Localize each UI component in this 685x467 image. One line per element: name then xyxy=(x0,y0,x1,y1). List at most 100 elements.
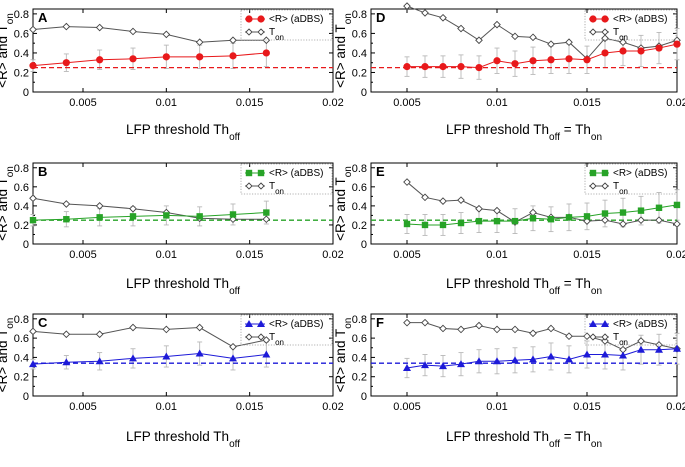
ton-point xyxy=(95,23,104,32)
ton-point xyxy=(583,332,591,341)
r-point xyxy=(29,62,37,70)
y-tick-label-text: 0.2 xyxy=(352,67,367,79)
x-axis-label-sub: off xyxy=(549,286,560,297)
ton-point xyxy=(475,321,483,330)
x-tick-label-text: 0.02 xyxy=(322,97,343,109)
y-tick-label: 0.8 xyxy=(14,9,29,21)
x-tick-label: 0.005 xyxy=(69,401,97,413)
ton-point xyxy=(655,216,663,225)
ton-point xyxy=(565,332,573,341)
legend-ton-marker xyxy=(589,182,597,190)
y-tick-label-text: 0.4 xyxy=(352,48,367,60)
legend-ton-sub: on xyxy=(275,33,284,42)
x-tick-label: 0.005 xyxy=(69,97,97,109)
legend-r-marker xyxy=(245,320,253,327)
legend-ton-marker xyxy=(589,28,597,36)
x-tick-label-text: 0.02 xyxy=(666,249,685,261)
x-tick-label-text: 0.015 xyxy=(236,97,264,109)
y-axis-label: <R> and Ton xyxy=(0,13,16,88)
plot-frame xyxy=(32,313,334,397)
y-tick-label-text: 0 xyxy=(361,239,367,251)
y-axis-label: <R> and Ton xyxy=(333,166,354,241)
r-point xyxy=(262,49,270,57)
ton-point xyxy=(637,216,645,225)
x-tick-label-text: 0.01 xyxy=(156,249,177,261)
ton-point xyxy=(673,220,681,228)
y-axis-label: <R> and Ton xyxy=(0,166,16,241)
r-point xyxy=(162,53,170,61)
ton-point xyxy=(529,329,537,338)
legend-r-text: <R> (aDBS) xyxy=(269,14,323,25)
ton-point xyxy=(547,40,555,48)
x-axis-label-sub: off xyxy=(549,132,560,143)
x-tick-label: 0.01 xyxy=(156,97,177,109)
y-tick-label: 0.4 xyxy=(352,201,367,213)
ton-point xyxy=(529,33,537,42)
legend-r-label: <R> (aDBS) xyxy=(613,168,667,179)
y-tick-label-text: 0.8 xyxy=(352,314,367,326)
ton-point xyxy=(29,194,37,203)
panel-label-text: F xyxy=(376,315,384,330)
legend-r-marker xyxy=(245,15,253,23)
x-tick-label-text: 0.02 xyxy=(322,401,343,413)
ton-point xyxy=(637,337,645,345)
x-tick-label: 0.01 xyxy=(486,249,507,261)
ton-point xyxy=(619,38,627,47)
r-point xyxy=(601,49,609,57)
r-point xyxy=(457,63,465,71)
panel-F: 0.005 0.01 0.015 0.02 0 0.2 0.4 0.6 0.8 F <R> and … xyxy=(333,313,685,450)
y-tick-label: 0 xyxy=(361,391,367,403)
y-axis-label-main: <R> and T xyxy=(0,177,10,241)
x-tick-label-text: 0.015 xyxy=(573,97,601,109)
panel-label: A xyxy=(38,10,48,25)
x-tick-label: 0.015 xyxy=(236,249,264,261)
x-axis-label-mid: = Th xyxy=(560,429,591,444)
legend-ton-label: Ton xyxy=(613,27,628,42)
y-tick-label: 0 xyxy=(23,239,29,251)
x-tick-label-text: 0.01 xyxy=(156,401,177,413)
ton-point xyxy=(439,324,447,333)
y-tick-label: 0 xyxy=(361,87,367,99)
r-point xyxy=(421,221,429,229)
legend-ton-text: T xyxy=(613,181,619,192)
y-tick-label-text: 0.6 xyxy=(14,333,29,345)
y-tick-label: 0.6 xyxy=(14,182,29,194)
r-point xyxy=(262,350,271,358)
ton-point xyxy=(529,208,537,217)
legend-ton-label: Ton xyxy=(269,181,284,196)
r-point xyxy=(583,350,591,358)
y-tick-label-text: 0.6 xyxy=(352,182,367,194)
ton-point xyxy=(475,204,483,213)
y-axis-label-sub: on xyxy=(5,13,16,24)
ton-point xyxy=(421,318,429,327)
legend-r-label: <R> (aDBS) xyxy=(613,319,667,330)
legend-ton-text: T xyxy=(269,181,275,192)
ton-point xyxy=(129,204,137,213)
y-tick-label-text: 0.8 xyxy=(14,314,29,326)
x-axis-label-sub2: on xyxy=(591,439,602,450)
r-point xyxy=(601,350,609,358)
ton-point xyxy=(29,25,37,34)
y-tick-label: 0 xyxy=(23,391,29,403)
r-point xyxy=(529,57,537,65)
legend-r-label: <R> (aDBS) xyxy=(269,168,323,179)
panel-label: F xyxy=(376,315,384,330)
legend-r-marker xyxy=(589,15,597,23)
ton-point xyxy=(403,178,411,186)
r-point xyxy=(96,214,103,221)
y-tick-label-text: 0.4 xyxy=(14,48,29,60)
y-tick-label: 0.2 xyxy=(352,220,367,232)
x-axis-label-sub: off xyxy=(229,286,240,297)
r-series-line xyxy=(32,212,267,221)
x-tick-label: 0.015 xyxy=(573,97,601,109)
x-axis-label-main: LFP threshold Th xyxy=(126,429,229,444)
r-point xyxy=(129,213,137,220)
legend-ton-sub: on xyxy=(619,338,628,347)
r-point xyxy=(601,210,609,217)
y-tick-label: 0.6 xyxy=(14,28,29,40)
y-tick-label-text: 0.8 xyxy=(14,163,29,175)
panel-B: 0.005 0.01 0.015 0.02 0 0.2 0.4 0.6 0.8 B <R> and … xyxy=(0,162,344,297)
x-tick-label-text: 0.02 xyxy=(322,249,343,261)
ton-series-line xyxy=(406,5,678,60)
y-tick-label-text: 0.6 xyxy=(14,28,29,40)
